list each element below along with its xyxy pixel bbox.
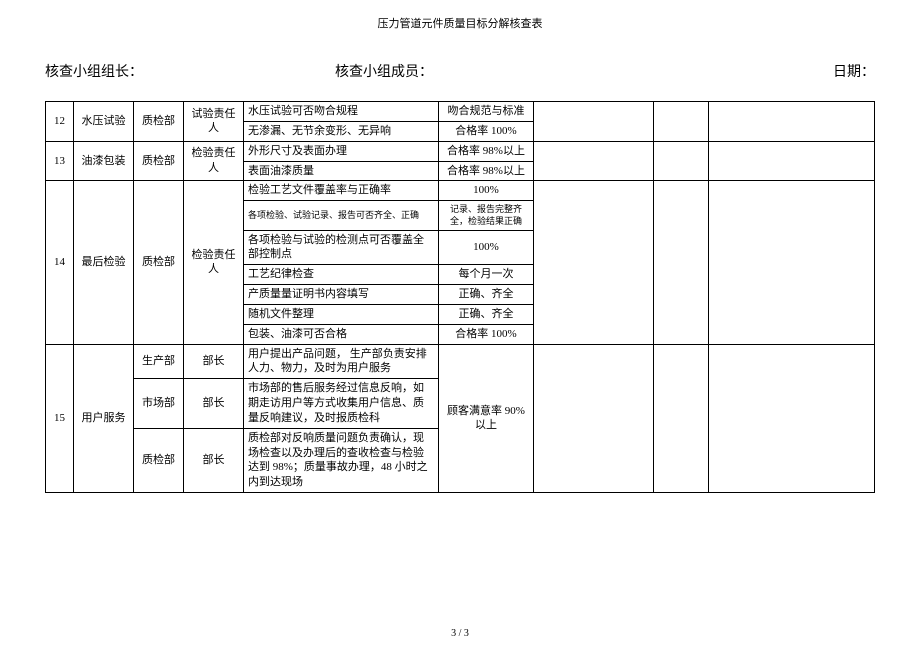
- cell-item: 最后检验: [74, 181, 134, 344]
- cell-item: 水压试验: [74, 102, 134, 142]
- doc-title: 压力管道元件质量目标分解核查表: [45, 15, 875, 31]
- cell-std: 合格率 98%以上: [439, 161, 534, 181]
- cell-std: 记录、报告完整齐全，检验结果正确: [439, 201, 534, 230]
- cell-dept: 质检部: [134, 428, 184, 492]
- cell-blank: [709, 181, 875, 344]
- date-label: 日期：: [795, 61, 875, 81]
- table-row: 14 最后检验 质检部 检验责任人 检验工艺文件覆盖率与正确率 100%: [46, 181, 875, 201]
- cell-blank: [534, 181, 654, 344]
- cell-blank: [709, 344, 875, 493]
- page-footer: 3 / 3: [0, 628, 920, 639]
- cell-blank: [709, 141, 875, 181]
- cell-desc: 水压试验可否吻合规程: [244, 102, 439, 122]
- cell-desc: 检验工艺文件覆盖率与正确率: [244, 181, 439, 201]
- leader-label: 核查小组组长：: [45, 61, 335, 81]
- cell-desc: 外形尺寸及表面办理: [244, 141, 439, 161]
- cell-desc: 市场部的售后服务经过信息反响，如期走访用户等方式收集用户信息、质量反响建议，及时…: [244, 379, 439, 429]
- cell-std: 正确、齐全: [439, 304, 534, 324]
- cell-resp: 检验责任人: [184, 141, 244, 181]
- cell-resp: 试验责任人: [184, 102, 244, 142]
- cell-blank: [654, 102, 709, 142]
- cell-num: 12: [46, 102, 74, 142]
- cell-desc: 包装、油漆可否合格: [244, 324, 439, 344]
- cell-item: 油漆包装: [74, 141, 134, 181]
- cell-desc: 无渗漏、无节余变形、无异响: [244, 121, 439, 141]
- cell-std: 合格率 98%以上: [439, 141, 534, 161]
- cell-std: 100%: [439, 230, 534, 265]
- members-label: 核查小组成员：: [335, 61, 795, 81]
- table-row: 15 用户服务 生产部 部长 用户提出产品问题， 生产部负责安排人力、物力，及时…: [46, 344, 875, 379]
- cell-std: 合格率 100%: [439, 324, 534, 344]
- table-row: 13 油漆包装 质检部 检验责任人 外形尺寸及表面办理 合格率 98%以上: [46, 141, 875, 161]
- cell-dept: 质检部: [134, 181, 184, 344]
- cell-resp: 部长: [184, 428, 244, 492]
- cell-std: 吻合规范与标准: [439, 102, 534, 122]
- cell-desc: 质检部对反响质量问题负责确认，现场检查以及办理后的查收检查与检验达到 98%；质…: [244, 428, 439, 492]
- cell-std: 顾客满意率 90%以上: [439, 344, 534, 493]
- cell-dept: 市场部: [134, 379, 184, 429]
- quality-table: 12 水压试验 质检部 试验责任人 水压试验可否吻合规程 吻合规范与标准 无渗漏…: [45, 101, 875, 493]
- cell-desc: 随机文件整理: [244, 304, 439, 324]
- cell-std: 正确、齐全: [439, 285, 534, 305]
- cell-desc: 表面油漆质量: [244, 161, 439, 181]
- cell-blank: [654, 141, 709, 181]
- cell-resp: 部长: [184, 344, 244, 379]
- cell-resp: 检验责任人: [184, 181, 244, 344]
- cell-desc: 产质量量证明书内容填写: [244, 285, 439, 305]
- cell-desc: 工艺纪律检查: [244, 265, 439, 285]
- cell-std: 合格率 100%: [439, 121, 534, 141]
- cell-dept: 质检部: [134, 141, 184, 181]
- cell-std: 100%: [439, 181, 534, 201]
- cell-num: 13: [46, 141, 74, 181]
- cell-item: 用户服务: [74, 344, 134, 493]
- cell-desc: 各项检验与试验的检测点可否覆盖全部控制点: [244, 230, 439, 265]
- header-row: 核查小组组长： 核查小组成员： 日期：: [45, 61, 875, 81]
- cell-desc: 各项检验、试验记录、报告可否齐全、正确: [244, 201, 439, 230]
- cell-std: 每个月一次: [439, 265, 534, 285]
- cell-blank: [654, 181, 709, 344]
- cell-resp: 部长: [184, 379, 244, 429]
- cell-num: 14: [46, 181, 74, 344]
- cell-blank: [654, 344, 709, 493]
- cell-blank: [534, 141, 654, 181]
- cell-blank: [709, 102, 875, 142]
- cell-num: 15: [46, 344, 74, 493]
- cell-blank: [534, 102, 654, 142]
- table-row: 12 水压试验 质检部 试验责任人 水压试验可否吻合规程 吻合规范与标准: [46, 102, 875, 122]
- cell-desc: 用户提出产品问题， 生产部负责安排人力、物力，及时为用户服务: [244, 344, 439, 379]
- cell-dept: 质检部: [134, 102, 184, 142]
- cell-blank: [534, 344, 654, 493]
- cell-dept: 生产部: [134, 344, 184, 379]
